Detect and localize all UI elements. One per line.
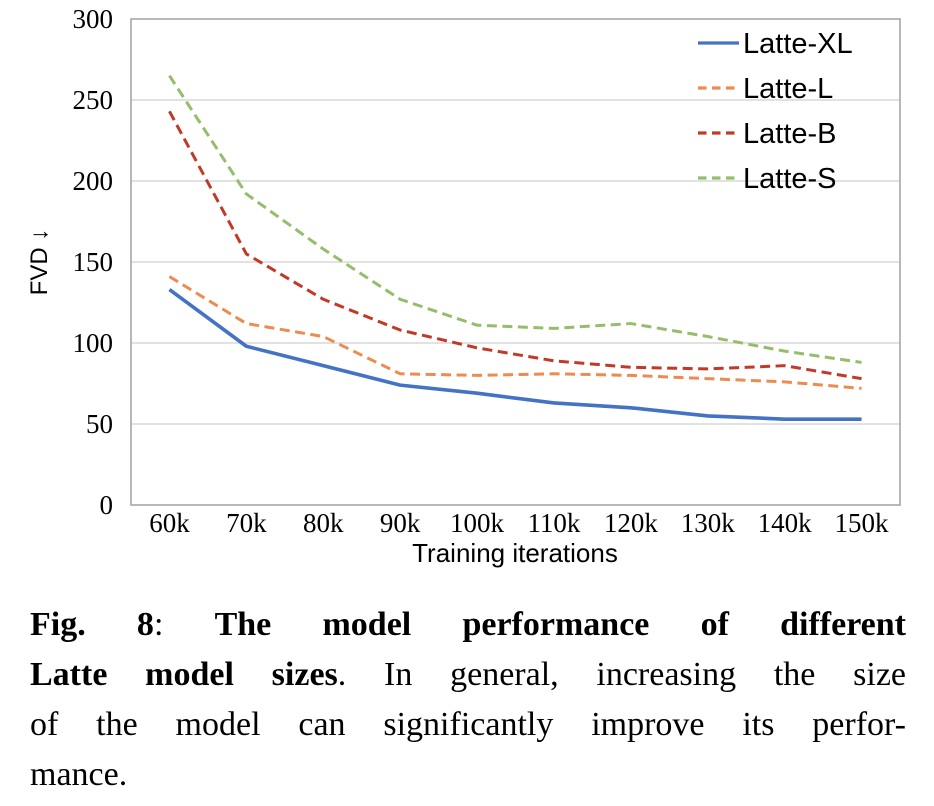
fvd-chart: 0 50 100 150 200 250 300 60k 70k 80k 90k 100k 110k 1…	[26, 4, 901, 568]
x-tick-label: 60k	[149, 508, 190, 538]
chart-legend: Latte-XL Latte-L Latte-B Latte-S	[698, 28, 853, 195]
x-tick-label: 90k	[380, 508, 421, 538]
x-tick-label: 130k	[681, 508, 736, 538]
caption-text: mance.	[30, 756, 128, 793]
caption-text: . In general, increasing the size	[337, 656, 906, 693]
legend-label-latte-b: Latte-B	[743, 118, 837, 150]
legend-label-latte-xl: Latte-XL	[743, 28, 853, 60]
fvd-line-chart-svg: 0 50 100 150 200 250 300 60k 70k 80k 90k 100k 110k 1…	[26, 4, 901, 568]
legend-label-latte-l: Latte-L	[743, 73, 833, 105]
x-tick-label: 110k	[527, 508, 580, 538]
x-tick-label: 120k	[604, 508, 659, 538]
y-tick-label: 50	[86, 409, 113, 439]
y-tick-label: 100	[73, 328, 114, 358]
series-line-latte-xl	[168, 288, 862, 421]
caption-line: Latte model sizes. In general, increasin…	[30, 650, 906, 700]
x-axis-title: Training iterations	[412, 538, 618, 568]
x-tick-label: 150k	[835, 508, 890, 538]
caption-bold-text: Fig. 8	[30, 606, 154, 643]
plot-border	[130, 18, 901, 506]
series-line-latte-l	[168, 275, 862, 390]
y-axis-title: FVD ↓	[26, 229, 53, 296]
caption-bold-text: The model performance of different	[214, 606, 907, 643]
caption-text: of the model can significantly improve i…	[30, 706, 906, 743]
x-tick-label: 70k	[226, 508, 267, 538]
legend-label-latte-s: Latte-S	[743, 163, 837, 195]
y-tick-label: 0	[100, 490, 114, 520]
x-tick-label: 140k	[758, 508, 813, 538]
figure-caption: Fig. 8: The model performance of differe…	[30, 600, 906, 800]
y-tick-label: 250	[73, 85, 114, 115]
y-axis-tick-labels: 0 50 100 150 200 250 300	[73, 4, 114, 520]
caption-bold-text: Latte model sizes	[30, 656, 338, 693]
caption-text: :	[153, 606, 215, 643]
data-series	[168, 74, 862, 421]
caption-line: mance.	[30, 750, 906, 800]
series-line-latte-s	[168, 74, 862, 364]
y-tick-label: 150	[73, 247, 114, 277]
series-line-latte-b	[168, 110, 862, 381]
y-tick-label: 300	[73, 4, 114, 34]
x-tick-label: 100k	[450, 508, 505, 538]
x-tick-label: 80k	[303, 508, 344, 538]
caption-line: Fig. 8: The model performance of differe…	[30, 600, 906, 650]
x-axis-tick-labels: 60k 70k 80k 90k 100k 110k 120k 130k 140k 150k	[149, 508, 889, 538]
y-tick-label: 200	[73, 166, 114, 196]
caption-line: of the model can significantly improve i…	[30, 700, 906, 750]
